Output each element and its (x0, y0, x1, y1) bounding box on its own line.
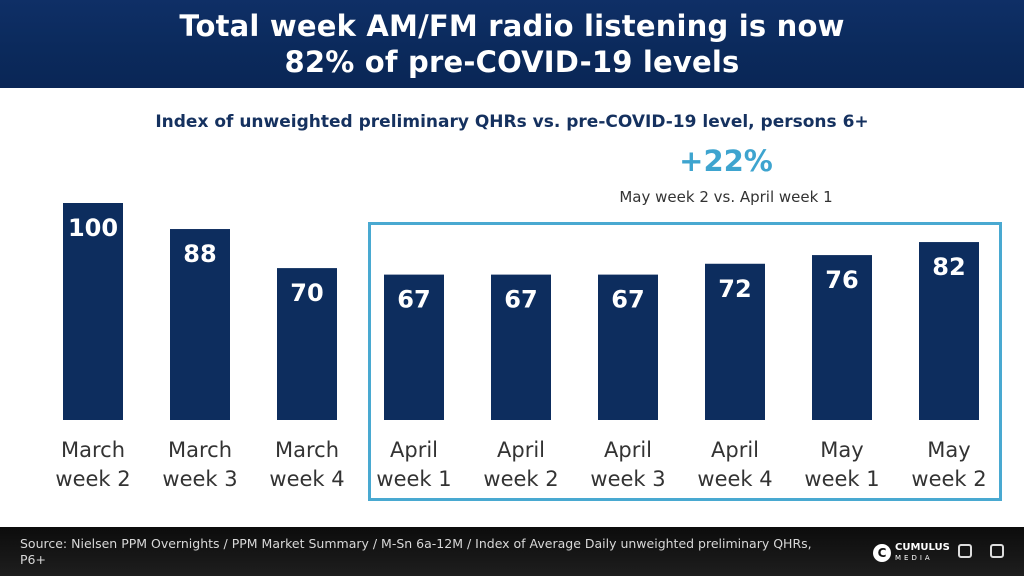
data-label-0: 100 (68, 214, 118, 242)
footer: Source: Nielsen PPM Overnights / PPM Mar… (0, 527, 1024, 576)
category-label-1-line-0: March (168, 438, 232, 462)
partner-logo-icon-2 (990, 544, 1004, 558)
category-label-5-line-1: week 3 (590, 467, 665, 491)
category-label-7-line-1: week 1 (804, 467, 879, 491)
chart-subtitle: Index of unweighted preliminary QHRs vs.… (155, 112, 869, 132)
data-label-6: 72 (718, 275, 751, 303)
cumulus-logo-sub: MEDIA (895, 554, 933, 562)
data-label-4: 67 (504, 286, 537, 314)
bar-5 (598, 274, 658, 420)
data-label-2: 70 (290, 279, 323, 307)
bar-6 (705, 263, 765, 420)
category-label-4-line-1: week 2 (483, 467, 558, 491)
cumulus-logo-text: CUMULUS MEDIA (895, 542, 950, 564)
bar-2 (277, 268, 337, 420)
category-label-8-line-1: week 2 (911, 467, 986, 491)
cumulus-logo-icon: C (873, 544, 891, 562)
title-banner: Total week AM/FM radio listening is now … (0, 0, 1024, 88)
bar-8 (919, 242, 979, 420)
category-label-4-line-0: April (497, 438, 545, 462)
category-label-8-line-0: May (927, 438, 970, 462)
bar-chart: 100 March week 2 88 March week 3 70 March week 4… (55, 203, 987, 491)
data-label-5: 67 (611, 286, 644, 314)
data-label-8: 82 (932, 253, 965, 281)
category-label-3-line-0: April (390, 438, 438, 462)
highlight-box (368, 222, 1002, 501)
category-label-3-line-1: week 1 (376, 467, 451, 491)
category-label-6-line-0: April (711, 438, 759, 462)
category-label-2-line-1: week 4 (269, 467, 344, 491)
category-label-1-line-1: week 3 (162, 467, 237, 491)
category-label-6-line-1: week 4 (697, 467, 772, 491)
bar-4 (491, 274, 551, 420)
category-label-7-line-0: May (820, 438, 863, 462)
source-note: Source: Nielsen PPM Overnights / PPM Mar… (20, 536, 812, 567)
bar-1 (170, 229, 230, 420)
callout-text: May week 2 vs. April week 1 (619, 188, 833, 206)
data-label-3: 67 (397, 286, 430, 314)
bar-3 (384, 274, 444, 420)
category-label-0-line-1: week 2 (55, 467, 130, 491)
callout-percent: +22% (679, 144, 773, 178)
data-label-7: 76 (825, 266, 858, 294)
cumulus-logo-name: CUMULUS (895, 542, 950, 553)
data-label-1: 88 (183, 240, 216, 268)
category-label-5-line-0: April (604, 438, 652, 462)
bar-7 (812, 255, 872, 420)
bar-0 (63, 203, 123, 420)
category-label-0-line-0: March (61, 438, 125, 462)
partner-logo-icon (958, 544, 972, 558)
chart-title-line-2: 82% of pre-COVID-19 levels (284, 45, 740, 79)
category-label-2-line-0: March (275, 438, 339, 462)
chart-title-line-1: Total week AM/FM radio listening is now (179, 9, 845, 43)
